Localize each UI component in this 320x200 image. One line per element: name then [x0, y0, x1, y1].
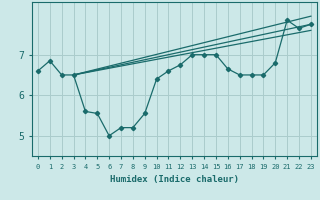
X-axis label: Humidex (Indice chaleur): Humidex (Indice chaleur): [110, 175, 239, 184]
